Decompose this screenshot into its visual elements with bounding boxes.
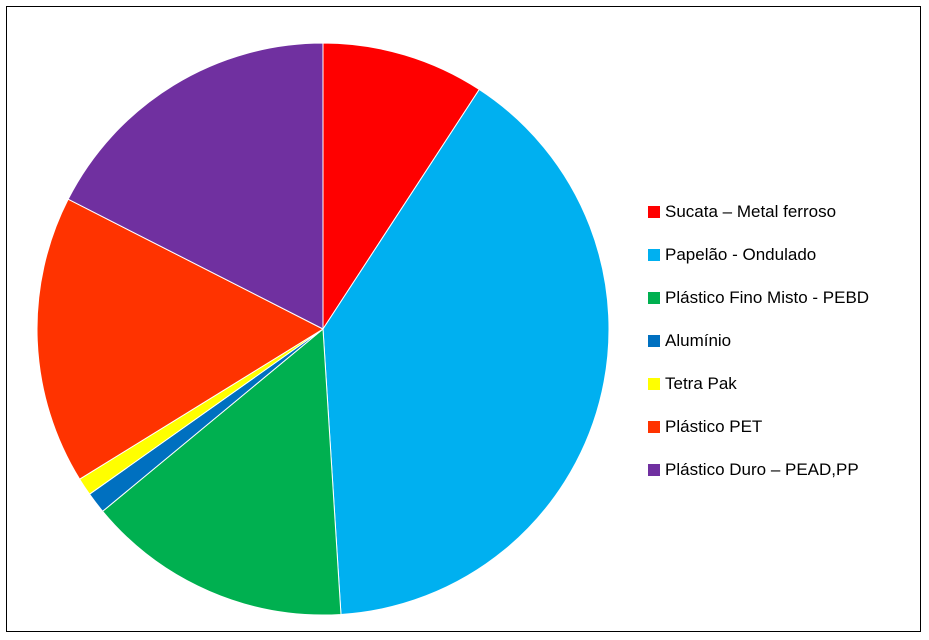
legend-item-3: Alumínio (648, 319, 869, 362)
legend-swatch (648, 291, 660, 304)
legend-item-1: Papelão - Ondulado (648, 233, 869, 276)
legend-label: Plástico PET (665, 416, 763, 436)
pie-chart (36, 42, 610, 616)
legend-label: Plástico Duro – PEAD,PP (665, 459, 859, 479)
pie-slice-5 (36, 198, 325, 480)
legend-label: Tetra Pak (665, 373, 737, 393)
legend-swatch (648, 377, 660, 390)
legend-item-4: Tetra Pak (648, 362, 869, 405)
legend-label: Papelão - Ondulado (665, 244, 817, 264)
pie-slice-6 (67, 42, 324, 330)
legend: Sucata – Metal ferroso Papelão - Ondulado… (648, 190, 869, 491)
legend-item-2: Plástico Fino Misto - PEBD (648, 276, 869, 319)
legend-swatch (648, 248, 660, 261)
legend-item-6: Plástico Duro – PEAD,PP (648, 448, 869, 491)
legend-swatch (648, 205, 660, 218)
pie-slice-2 (101, 327, 342, 616)
legend-swatch (648, 463, 660, 476)
legend-label: Alumínio (665, 330, 732, 350)
legend-swatch (648, 334, 660, 347)
pie-slice-0 (322, 42, 480, 331)
legend-swatch (648, 420, 660, 433)
pie-slice-1 (322, 88, 610, 615)
legend-item-5: Plástico PET (648, 405, 869, 448)
legend-label: Sucata – Metal ferroso (665, 201, 837, 221)
chart-area: Sucata – Metal ferroso Papelão - Ondulado… (6, 6, 921, 632)
legend-item-0: Sucata – Metal ferroso (648, 190, 869, 233)
legend-label: Plástico Fino Misto - PEBD (665, 287, 870, 307)
